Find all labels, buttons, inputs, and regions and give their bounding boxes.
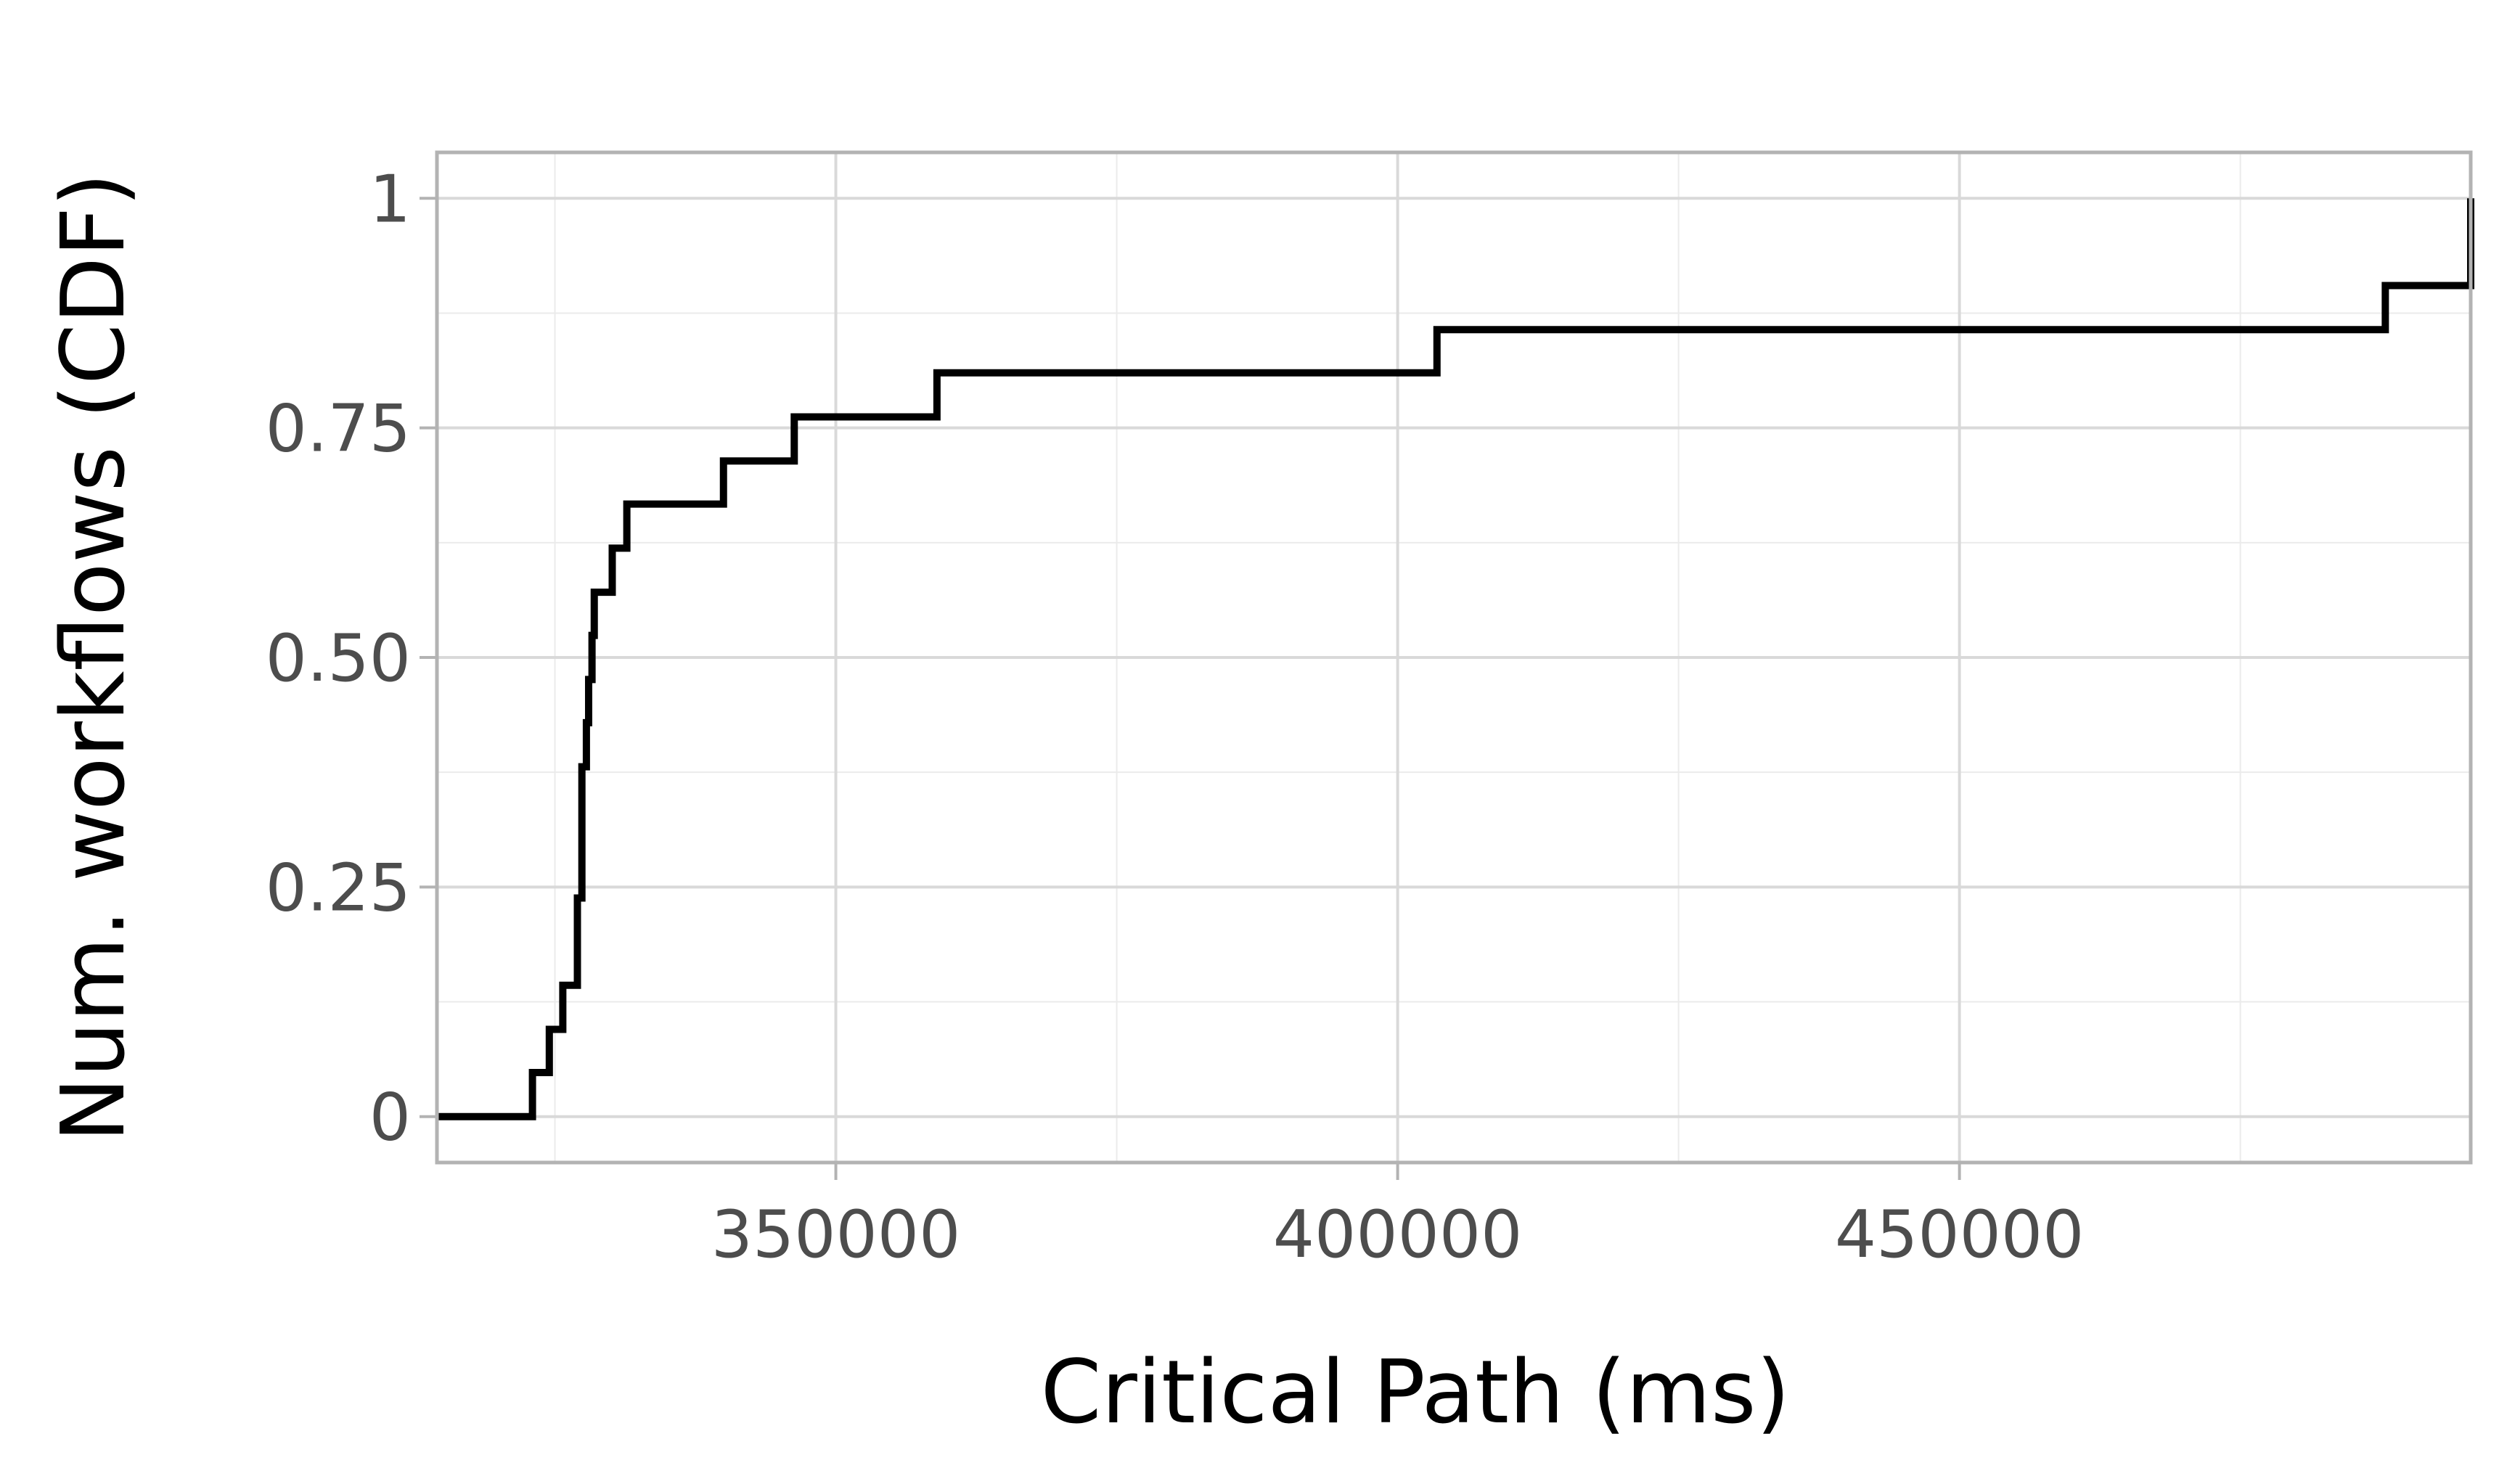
x-axis-ticks: 350000 400000 450000 — [711, 1163, 2085, 1273]
y-axis-title: Num. workflows (CDF) — [44, 173, 144, 1142]
x-axis-title: Critical Path (ms) — [1041, 1342, 1791, 1443]
y-tick-label-4: 1 — [369, 161, 411, 237]
cdf-step-line — [437, 198, 2474, 1120]
y-tick-label-0: 0 — [369, 1080, 411, 1156]
y-axis-ticks: 0 0.25 0.50 0.75 1 — [266, 161, 437, 1156]
y-tick-label-3: 0.75 — [266, 391, 411, 467]
y-tick-label-1: 0.25 — [266, 850, 411, 926]
major-gridlines — [437, 152, 2471, 1163]
y-tick-label-2: 0.50 — [266, 620, 411, 697]
x-tick-label-1: 400000 — [1273, 1197, 1523, 1273]
x-tick-label-0: 350000 — [711, 1197, 961, 1273]
x-tick-label-2: 450000 — [1835, 1197, 2085, 1273]
